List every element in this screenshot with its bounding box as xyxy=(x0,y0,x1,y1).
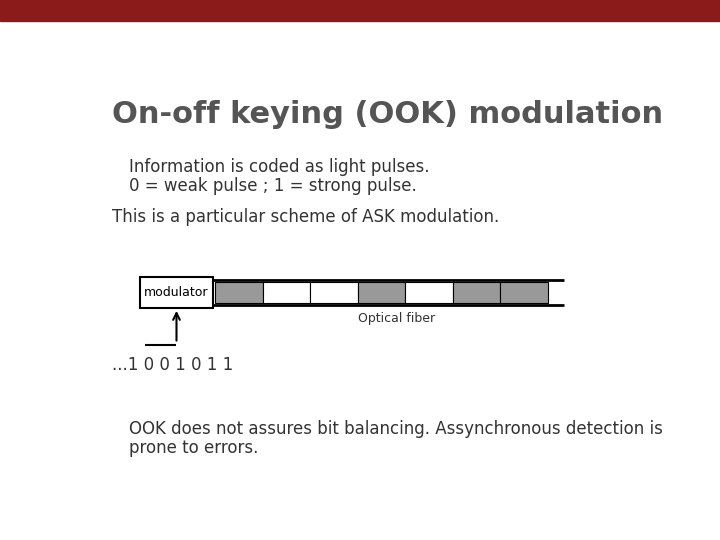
Text: On-off keying (OOK) modulation: On-off keying (OOK) modulation xyxy=(112,100,663,129)
Text: Information is coded as light pulses.: Information is coded as light pulses. xyxy=(129,158,430,177)
Bar xyxy=(453,282,500,303)
Bar xyxy=(405,282,453,303)
Bar xyxy=(500,282,548,303)
Text: modulator: modulator xyxy=(144,286,209,299)
Text: This is a particular scheme of ASK modulation.: This is a particular scheme of ASK modul… xyxy=(112,208,500,226)
Text: Optical fiber: Optical fiber xyxy=(359,313,436,326)
Text: ...1 0 0 1 0 1 1: ...1 0 0 1 0 1 1 xyxy=(112,356,233,374)
Text: prone to errors.: prone to errors. xyxy=(129,439,258,457)
Bar xyxy=(140,277,213,308)
Text: OOK does not assures bit balancing. Assynchronous detection is: OOK does not assures bit balancing. Assy… xyxy=(129,420,663,438)
Bar xyxy=(358,282,405,303)
Bar xyxy=(215,282,263,303)
Text: 0 = weak pulse ; 1 = strong pulse.: 0 = weak pulse ; 1 = strong pulse. xyxy=(129,177,417,195)
Bar xyxy=(310,282,358,303)
Bar xyxy=(263,282,310,303)
